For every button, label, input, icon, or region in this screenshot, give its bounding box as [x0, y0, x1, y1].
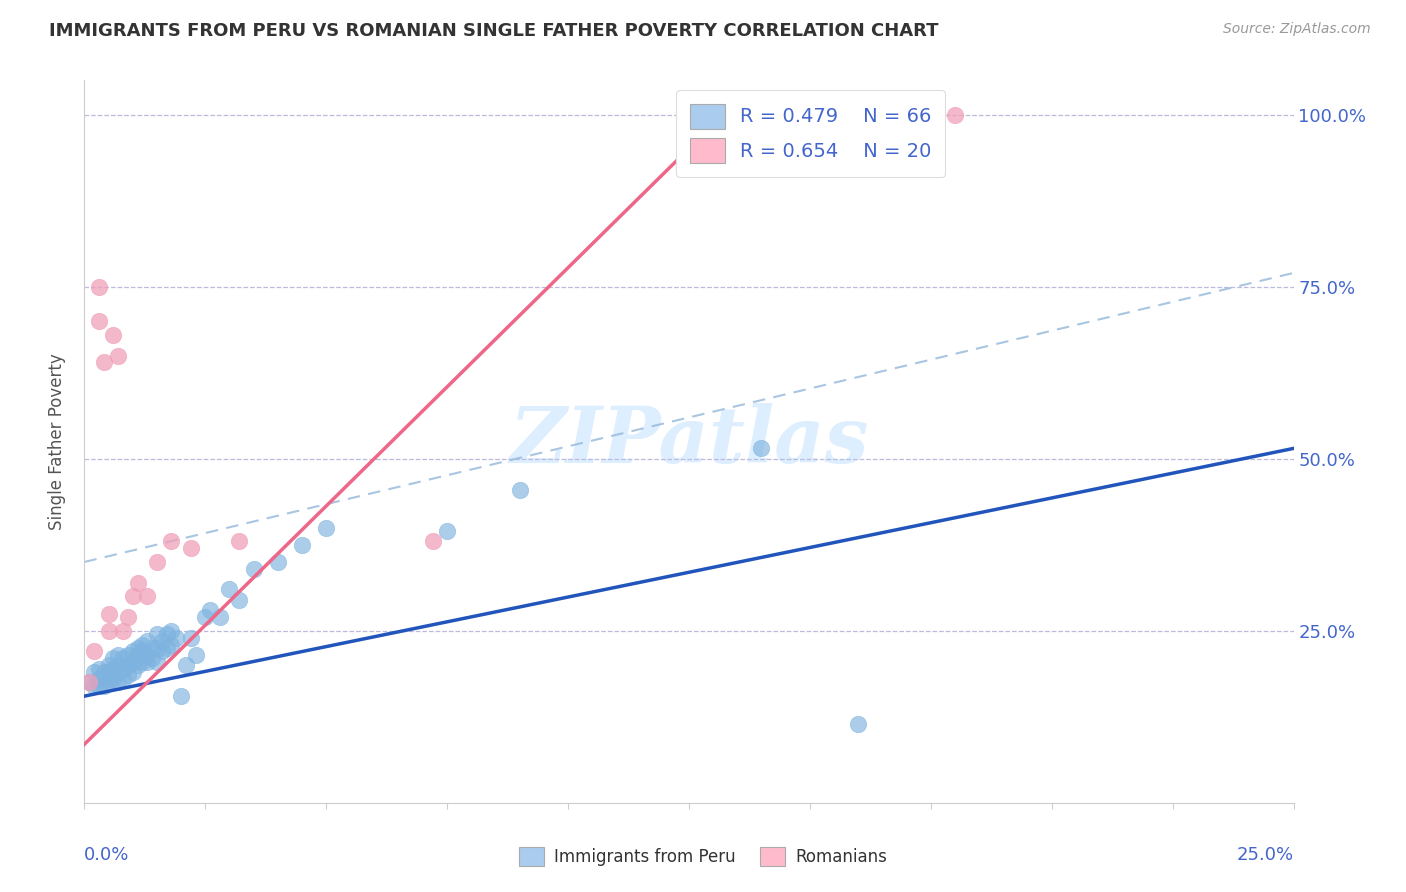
- Text: ZIPatlas: ZIPatlas: [509, 403, 869, 480]
- Point: [141, 651, 163, 665]
- Point: [184, 648, 207, 662]
- Point: [242, 562, 264, 576]
- Point: [97, 672, 120, 686]
- Point: [228, 534, 250, 549]
- Text: Source: ZipAtlas.com: Source: ZipAtlas.com: [1223, 22, 1371, 37]
- Point: [136, 634, 159, 648]
- Point: [121, 590, 143, 604]
- Point: [141, 640, 163, 655]
- Point: [160, 638, 183, 652]
- Point: [97, 665, 120, 679]
- Point: [155, 640, 177, 655]
- Point: [103, 327, 125, 342]
- Point: [291, 538, 314, 552]
- Point: [97, 607, 120, 621]
- Point: [136, 655, 159, 669]
- Point: [77, 675, 100, 690]
- Point: [136, 590, 159, 604]
- Point: [93, 679, 115, 693]
- Point: [117, 610, 139, 624]
- Point: [146, 640, 169, 655]
- Point: [146, 655, 169, 669]
- Point: [174, 658, 197, 673]
- Point: [194, 610, 217, 624]
- Point: [87, 679, 110, 693]
- Point: [112, 624, 135, 638]
- Point: [87, 662, 110, 676]
- Point: [117, 668, 139, 682]
- Text: IMMIGRANTS FROM PERU VS ROMANIAN SINGLE FATHER POVERTY CORRELATION CHART: IMMIGRANTS FROM PERU VS ROMANIAN SINGLE …: [49, 22, 939, 40]
- Point: [117, 658, 139, 673]
- Point: [170, 689, 193, 703]
- Point: [83, 665, 105, 679]
- Point: [93, 355, 115, 369]
- Point: [146, 627, 169, 641]
- Point: [208, 610, 231, 624]
- Text: 0.0%: 0.0%: [84, 847, 129, 864]
- Point: [155, 627, 177, 641]
- Point: [131, 638, 153, 652]
- Point: [121, 665, 143, 679]
- Point: [97, 675, 120, 690]
- Point: [83, 679, 105, 693]
- Point: [160, 534, 183, 549]
- Point: [117, 648, 139, 662]
- Point: [87, 672, 110, 686]
- Y-axis label: Single Father Poverty: Single Father Poverty: [48, 353, 66, 530]
- Point: [422, 534, 444, 549]
- Point: [121, 655, 143, 669]
- Point: [846, 716, 869, 731]
- Point: [107, 658, 129, 673]
- Point: [436, 524, 458, 538]
- Point: [97, 658, 120, 673]
- Point: [107, 349, 129, 363]
- Point: [218, 582, 240, 597]
- Point: [751, 442, 773, 456]
- Text: 25.0%: 25.0%: [1236, 847, 1294, 864]
- Point: [112, 651, 135, 665]
- Point: [93, 665, 115, 679]
- Point: [509, 483, 531, 497]
- Point: [165, 631, 187, 645]
- Point: [180, 541, 202, 556]
- Point: [112, 672, 135, 686]
- Point: [150, 644, 173, 658]
- Point: [103, 662, 125, 676]
- Point: [103, 672, 125, 686]
- Point: [198, 603, 221, 617]
- Point: [127, 648, 149, 662]
- Point: [127, 658, 149, 673]
- Point: [127, 640, 149, 655]
- Point: [83, 644, 105, 658]
- Point: [127, 575, 149, 590]
- Point: [97, 624, 120, 638]
- Point: [107, 675, 129, 690]
- Legend: R = 0.479    N = 66, R = 0.654    N = 20: R = 0.479 N = 66, R = 0.654 N = 20: [676, 90, 945, 177]
- Point: [131, 644, 153, 658]
- Point: [228, 592, 250, 607]
- Point: [943, 108, 966, 122]
- Point: [267, 555, 290, 569]
- Point: [112, 662, 135, 676]
- Point: [103, 651, 125, 665]
- Legend: Immigrants from Peru, Romanians: Immigrants from Peru, Romanians: [510, 838, 896, 875]
- Point: [150, 634, 173, 648]
- Point: [121, 644, 143, 658]
- Point: [77, 675, 100, 690]
- Point: [87, 279, 110, 293]
- Point: [107, 648, 129, 662]
- Point: [87, 314, 110, 328]
- Point: [107, 665, 129, 679]
- Point: [180, 631, 202, 645]
- Point: [315, 520, 337, 534]
- Point: [146, 555, 169, 569]
- Point: [131, 655, 153, 669]
- Point: [136, 648, 159, 662]
- Point: [160, 624, 183, 638]
